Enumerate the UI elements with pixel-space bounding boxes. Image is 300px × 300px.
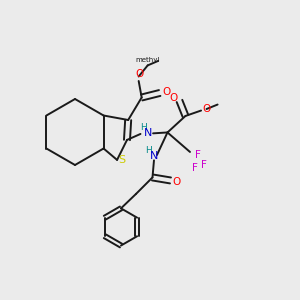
Text: O: O: [202, 104, 211, 114]
Text: H: H: [145, 146, 152, 155]
Text: O: O: [162, 86, 170, 97]
Text: H: H: [140, 123, 147, 132]
Text: methyl: methyl: [136, 57, 160, 63]
Text: O: O: [135, 69, 143, 80]
Text: O: O: [172, 177, 181, 187]
Text: N: N: [144, 128, 152, 138]
Text: S: S: [118, 155, 125, 165]
Text: F: F: [191, 163, 197, 172]
Text: O: O: [169, 93, 178, 103]
Text: F: F: [194, 150, 200, 160]
Text: F: F: [200, 160, 206, 170]
Text: N: N: [150, 152, 158, 161]
